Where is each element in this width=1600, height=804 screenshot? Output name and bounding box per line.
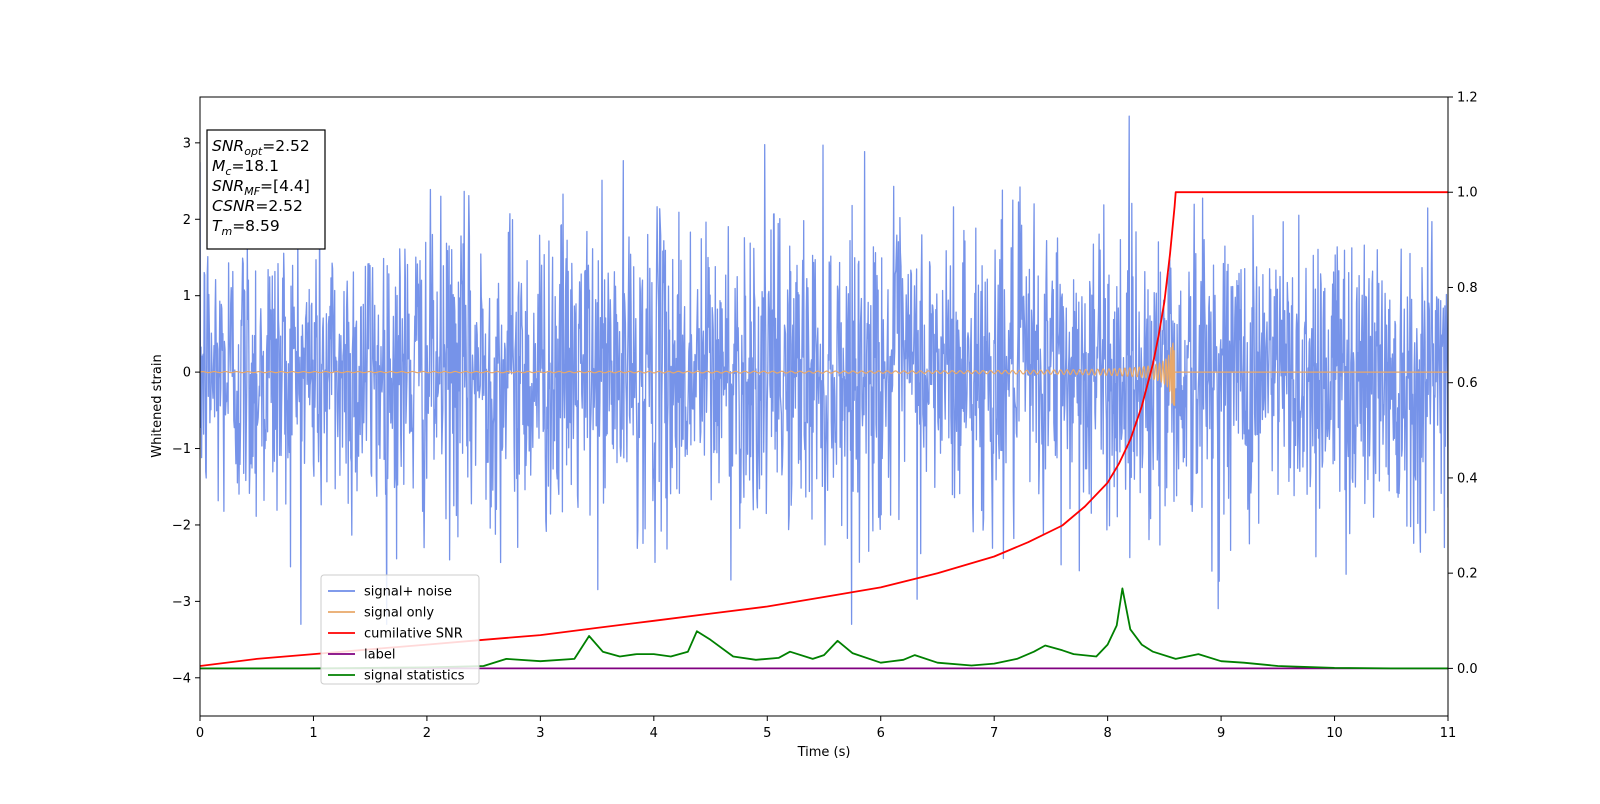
- x-tick-label: 0: [196, 726, 204, 741]
- y-tick-label: 0: [183, 366, 191, 381]
- x-tick-label: 9: [1217, 726, 1225, 741]
- x-tick-label: 4: [650, 726, 658, 741]
- x-tick-label: 5: [763, 726, 771, 741]
- legend: signal+ noise signal only cumilative SNR la…: [320, 574, 480, 685]
- y-tick-label: 1: [183, 289, 191, 304]
- x-tick-label: 7: [990, 726, 998, 741]
- legend-label: cumilative SNR: [364, 627, 463, 642]
- y-tick-label: 2: [183, 213, 191, 228]
- y-tick-label: −2: [172, 518, 191, 533]
- legend-frame: [320, 574, 480, 685]
- x-tick-label: 3: [536, 726, 544, 741]
- x-tick-label: 2: [423, 726, 431, 741]
- y2-tick-label: 0.6: [1457, 376, 1478, 391]
- series-line-signal-only: [200, 342, 1448, 406]
- y2-tick-label: 0.4: [1457, 471, 1478, 486]
- x-tick-label: 1: [309, 726, 317, 741]
- series-line-signal-noise: [200, 115, 1448, 625]
- annotation-line: SNRopt=2.52: [212, 137, 310, 158]
- y2-tick-label: 0.0: [1457, 662, 1478, 677]
- legend-label: label: [364, 648, 395, 663]
- annotation-line: Mc=18.1: [212, 157, 279, 178]
- y-axis-title: Whitened strain: [150, 354, 165, 457]
- y-tick-label: −3: [172, 595, 191, 610]
- legend-label: signal+ noise: [364, 585, 452, 600]
- annotation-line: Tm=8.59: [212, 217, 280, 238]
- plot-frame: [199, 96, 1449, 717]
- legend-label: signal only: [364, 606, 434, 621]
- y-tick-label: −4: [172, 671, 191, 686]
- series-line-signal-statistics: [200, 587, 1448, 670]
- y2-tick-label: 1.2: [1457, 91, 1478, 106]
- legend-items: signal+ noise signal only cumilative SNR la…: [328, 585, 465, 684]
- x-tick-label: 6: [877, 726, 885, 741]
- y-tick-label: −1: [172, 442, 191, 457]
- y2-tick-label: 1.0: [1457, 186, 1478, 201]
- legend-label: signal statistics: [364, 669, 465, 684]
- annotation-line: CSNR=2.52: [212, 197, 303, 215]
- annotation-box-frame: [206, 129, 326, 250]
- y2-tick-label: 0.2: [1457, 567, 1478, 582]
- x-axis-title: Time (s): [797, 745, 851, 760]
- x-tick-label: 10: [1326, 726, 1343, 741]
- y2-tick-label: 0.8: [1457, 281, 1478, 296]
- x-tick-label: 11: [1440, 726, 1457, 741]
- y-tick-label: 3: [183, 136, 191, 151]
- x-tick-label: 8: [1103, 726, 1111, 741]
- annotation-line: SNRMF=[4.4]: [212, 177, 310, 198]
- axes-layer: 0 1 2 3 4 5 6 7 8 9 10 11 −4 −3 −2 −1 0 1 2 3 0.0 0.2 0.4 0.6 0.…: [172, 91, 1478, 742]
